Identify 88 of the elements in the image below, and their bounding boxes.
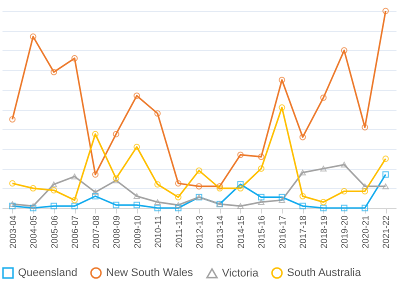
x-tick-label: 2015-16 bbox=[256, 216, 267, 249]
point bbox=[299, 170, 306, 176]
point bbox=[50, 181, 58, 188]
point bbox=[154, 181, 161, 188]
point bbox=[30, 185, 36, 192]
point bbox=[382, 171, 389, 178]
point bbox=[92, 130, 99, 138]
point bbox=[278, 76, 286, 84]
point bbox=[320, 204, 327, 212]
point bbox=[237, 152, 244, 158]
x-tick-label: 2016-17 bbox=[277, 216, 288, 249]
point bbox=[196, 183, 202, 190]
point bbox=[50, 202, 58, 210]
point bbox=[320, 94, 327, 101]
x-tick-label: 2013-14 bbox=[215, 216, 226, 249]
point bbox=[92, 192, 99, 200]
point bbox=[340, 162, 348, 168]
x-tick-label: 2012-13 bbox=[194, 216, 204, 249]
point bbox=[299, 202, 306, 210]
x-tick-label: 2010-11 bbox=[153, 216, 164, 248]
point bbox=[237, 185, 244, 192]
point bbox=[71, 202, 78, 210]
point bbox=[362, 188, 368, 194]
point bbox=[134, 92, 140, 99]
point bbox=[112, 130, 120, 138]
x-tick-label: 2004-05 bbox=[28, 216, 39, 249]
x-tick-label: 2009-10 bbox=[132, 216, 142, 249]
point bbox=[154, 204, 161, 212]
point bbox=[320, 198, 327, 206]
x-tick-label: 2019-20 bbox=[340, 216, 350, 249]
point bbox=[71, 55, 78, 62]
point bbox=[258, 165, 264, 172]
x-tick-label: 2021-22 bbox=[381, 216, 392, 249]
x-tick-label: 2020-21 bbox=[360, 216, 370, 249]
legend-label: New South Wales bbox=[106, 267, 194, 279]
x-tick-label: 2011-12 bbox=[174, 216, 184, 248]
point bbox=[340, 188, 348, 194]
point bbox=[9, 201, 16, 207]
x-tick-label: 2008-09 bbox=[112, 216, 122, 249]
point bbox=[112, 202, 120, 208]
point bbox=[50, 187, 58, 194]
point bbox=[175, 180, 182, 187]
point bbox=[134, 144, 140, 150]
x-tick-label: 2005-06 bbox=[49, 216, 60, 249]
point bbox=[30, 204, 36, 212]
point bbox=[196, 167, 202, 174]
point bbox=[258, 154, 264, 160]
point bbox=[134, 202, 140, 208]
point bbox=[278, 197, 286, 203]
point bbox=[92, 189, 99, 196]
point bbox=[237, 203, 244, 209]
x-tick-label: 2007-08 bbox=[90, 216, 101, 249]
point bbox=[50, 68, 58, 76]
point bbox=[175, 202, 182, 208]
point bbox=[258, 199, 264, 205]
point bbox=[92, 171, 99, 178]
point bbox=[30, 203, 36, 209]
point bbox=[299, 134, 306, 140]
point bbox=[299, 192, 306, 200]
point bbox=[71, 196, 78, 204]
point bbox=[258, 194, 264, 200]
point bbox=[175, 194, 182, 200]
point bbox=[382, 183, 389, 190]
x-tick-label: 2014-15 bbox=[236, 216, 246, 249]
point bbox=[278, 104, 286, 111]
point bbox=[340, 47, 348, 54]
point bbox=[175, 204, 182, 212]
point bbox=[362, 204, 368, 212]
point bbox=[112, 178, 120, 184]
x-tick-label: 2017-18 bbox=[298, 216, 308, 249]
legend-label: South Australia bbox=[287, 267, 362, 279]
point bbox=[134, 193, 140, 200]
point bbox=[9, 202, 16, 210]
point bbox=[30, 33, 36, 40]
x-tick-label: 2006-07 bbox=[70, 216, 80, 249]
legend-label: Queensland bbox=[18, 267, 78, 279]
point bbox=[362, 183, 368, 190]
point bbox=[154, 199, 161, 205]
legend-label: Victoria bbox=[222, 267, 260, 280]
point bbox=[278, 194, 286, 200]
point bbox=[362, 124, 368, 130]
point bbox=[154, 110, 161, 117]
point bbox=[237, 181, 244, 188]
point bbox=[71, 174, 78, 180]
x-tick-label: 2018-19 bbox=[318, 216, 329, 249]
x-tick-label: 2003-04 bbox=[8, 216, 18, 249]
point bbox=[320, 166, 327, 172]
point bbox=[340, 204, 348, 212]
